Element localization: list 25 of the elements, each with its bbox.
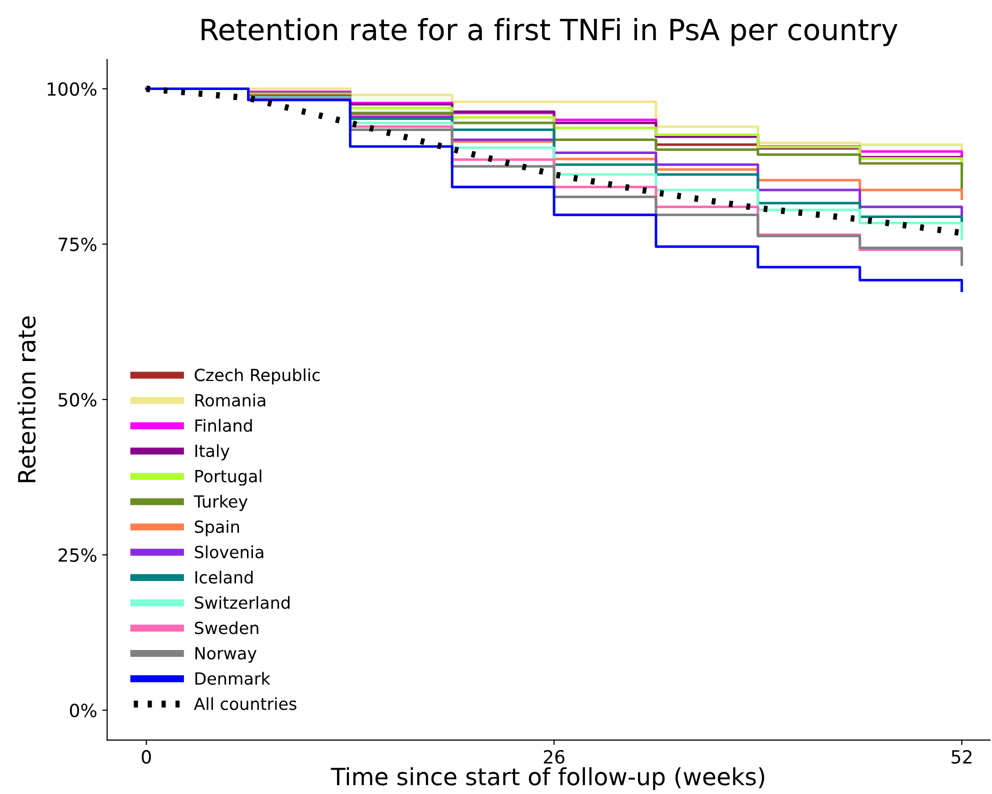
legend-label: Denmark — [195, 672, 270, 685]
x-axis-title: Time since start of follow-up (weeks) — [330, 767, 764, 790]
y-tick-label: 75% — [58, 238, 96, 252]
y-axis-title: Retention rate — [17, 316, 36, 482]
legend-label: Czech Republic — [194, 368, 320, 384]
legend-label: Romania — [195, 394, 266, 407]
legend-label: Turkey — [194, 494, 248, 511]
legend-label: Portugal — [195, 470, 262, 486]
legend-label: Iceland — [195, 570, 253, 584]
legend-label: Slovenia — [194, 545, 264, 558]
x-tick-label: 0 — [142, 750, 151, 764]
y-tick-label: 25% — [58, 548, 96, 562]
legend-label: Sweden — [194, 621, 258, 634]
legend-label: All countries — [194, 697, 296, 710]
x-tick-label: 26 — [544, 750, 564, 764]
y-tick-label: 0% — [70, 704, 96, 718]
chart-title: Retention rate for a first TNFi in PsA per country — [202, 18, 898, 46]
legend-label: Finland — [195, 418, 252, 432]
y-tick-label: 100% — [48, 82, 96, 96]
legend-label: Switzerland — [194, 596, 290, 609]
legend-label: Spain — [194, 520, 239, 536]
x-tick-label: 52 — [952, 750, 972, 764]
legend-label: Norway — [195, 647, 257, 663]
y-tick-label: 50% — [58, 392, 96, 407]
legend-label: Italy — [195, 444, 230, 460]
